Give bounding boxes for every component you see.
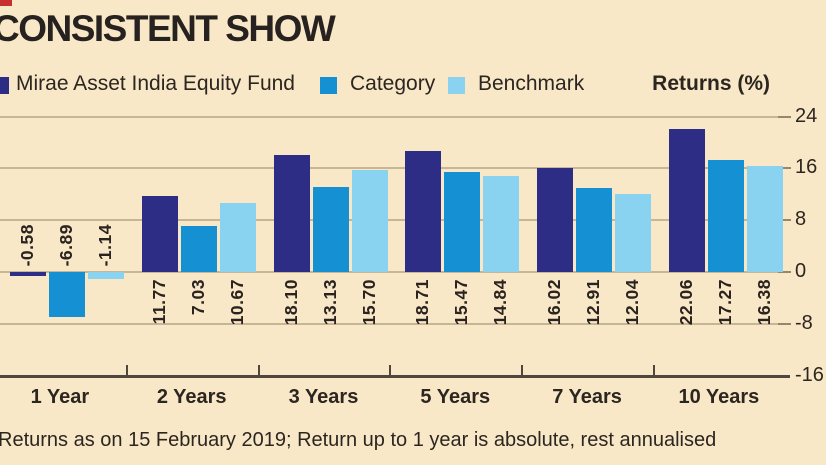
value-label: 7.03 [187, 279, 208, 316]
y-tick [778, 219, 791, 222]
red-corner-accent [0, 0, 12, 6]
bar [405, 150, 442, 272]
gridline [0, 219, 790, 222]
bar [669, 129, 705, 272]
bar [88, 272, 124, 280]
x-tick [389, 364, 392, 376]
y-tick [778, 167, 791, 170]
bar [219, 202, 256, 272]
value-label: 14.84 [490, 279, 511, 326]
x-axis-label: 10 Years [678, 386, 760, 408]
x-tick [257, 364, 260, 376]
value-label: 11.77 [148, 279, 169, 325]
bar [708, 160, 744, 272]
y-tick-label: 0 [795, 260, 807, 282]
bar [49, 272, 85, 317]
x-axis-label: 3 Years [288, 386, 359, 408]
gridline [0, 322, 790, 325]
bar [10, 272, 46, 276]
x-tick [125, 364, 128, 376]
x-axis-label: 2 Years [156, 386, 227, 408]
value-label: 15.70 [358, 279, 379, 326]
y-tick [778, 115, 791, 118]
bar [273, 154, 310, 272]
legend-swatch-fund [0, 77, 9, 94]
bar [180, 226, 217, 272]
x-tick [521, 364, 524, 376]
value-label: 16.02 [544, 279, 565, 326]
chart-title: CONSISTENT SHOW [0, 8, 336, 49]
x-axis-label: 1 Year [30, 386, 90, 408]
value-label: 18.10 [280, 279, 301, 326]
x-axis-baseline [0, 374, 790, 378]
legend-label-fund: Mirae Asset India Equity Fund [16, 72, 295, 95]
gridline [0, 167, 790, 170]
legend-swatch-benchmark [448, 77, 465, 94]
bar [615, 194, 652, 272]
value-label: 12.04 [622, 279, 643, 326]
value-label: 12.91 [583, 279, 604, 326]
value-label: -6.89 [56, 223, 76, 266]
value-label: 16.38 [754, 279, 774, 326]
legend-swatch-category [320, 77, 337, 94]
y-tick-label: 8 [795, 208, 807, 231]
y-tick-label: 16 [795, 156, 818, 179]
value-label: -0.58 [17, 223, 37, 266]
value-label: 18.71 [412, 279, 433, 326]
value-label: -1.14 [95, 223, 115, 266]
bar [312, 186, 349, 272]
y-axis-title: Returns (%) [652, 72, 770, 95]
value-label: 17.27 [715, 279, 735, 326]
value-label: 15.47 [451, 279, 472, 326]
gridline [0, 115, 790, 118]
legend-label-category: Category [350, 72, 436, 95]
legend-label-benchmark: Benchmark [478, 72, 585, 95]
y-tick-label: -16 [795, 363, 824, 386]
y-tick-label: 24 [795, 104, 818, 127]
bar [537, 168, 574, 272]
y-tick-label: -8 [795, 311, 813, 334]
bar [141, 195, 178, 272]
bar [747, 165, 783, 272]
bar [483, 175, 520, 272]
x-tick [653, 364, 655, 376]
y-tick [778, 322, 791, 325]
bar [576, 188, 613, 272]
bar [444, 171, 481, 272]
gridline [0, 271, 790, 273]
x-axis-label: 7 Years [552, 386, 622, 408]
value-label: 13.13 [319, 279, 340, 326]
value-label: 22.06 [676, 279, 696, 326]
value-label: 10.67 [226, 279, 247, 326]
x-axis-label: 5 Years [420, 386, 491, 408]
footnote: Returns as on 15 February 2019; Return u… [0, 429, 717, 451]
bar [351, 170, 388, 272]
y-tick [778, 271, 791, 273]
